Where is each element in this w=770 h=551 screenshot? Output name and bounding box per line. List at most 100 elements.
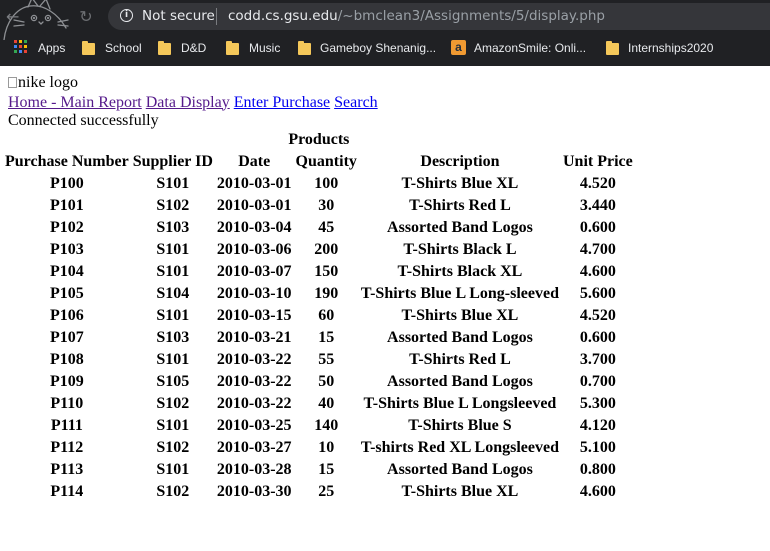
table-cell: 0.700: [579, 372, 616, 390]
table-cell: 2010-03-21: [216, 328, 292, 346]
table-cell: S101: [156, 240, 190, 258]
table-cell: T-Shirts Blue L Long-sleeved: [360, 284, 559, 302]
table-cell: S101: [156, 350, 190, 368]
table-cell: 2010-03-01: [216, 174, 292, 192]
table-row: P104 S101 2010-03-07 150 T-Shirts Black XL 4.…: [4, 262, 634, 282]
table-row: P111 S101 2010-03-25 140 T-Shirts Blue S 4.12…: [4, 416, 634, 436]
table-cell: 0.600: [579, 218, 616, 236]
table-cell: S104: [156, 284, 190, 302]
table-cell: 10: [318, 438, 335, 456]
table-cell: Assorted Band Logos: [387, 218, 533, 236]
column-header: Supplier ID: [132, 152, 213, 170]
table-cell: P107: [49, 328, 84, 346]
bookmarks-bar: Apps School D&D Music Gameboy Shenanig..…: [0, 36, 770, 62]
table-cell: P113: [50, 460, 84, 478]
table-cell: 2010-03-04: [216, 218, 292, 236]
table-row: P113 S101 2010-03-28 15 Assorted Band Logos 0…: [4, 460, 634, 480]
table-cell: S102: [156, 394, 190, 412]
table-cell: S103: [156, 218, 190, 236]
table-cell: Assorted Band Logos: [387, 372, 533, 390]
bookmark-school[interactable]: School: [82, 36, 146, 60]
table-cell: 55: [318, 350, 335, 368]
bookmark-label: Gameboy Shenanig...: [320, 41, 437, 55]
security-status[interactable]: Not secure: [142, 8, 215, 24]
table-cell: P105: [49, 284, 84, 302]
table-cell: T-Shirts Blue XL: [401, 482, 519, 500]
table-row: P101 S102 2010-03-01 30 T-Shirts Red L 3.440: [4, 196, 634, 216]
column-header: Unit Price: [563, 152, 633, 170]
apps-grid-icon: [14, 40, 28, 54]
table-cell: P112: [50, 438, 84, 456]
table-cell: P104: [49, 262, 84, 280]
bookmark-gameboy[interactable]: Gameboy Shenanig...: [298, 36, 438, 60]
table-row: P103 S101 2010-03-06 200 T-Shirts Black L 4.7…: [4, 240, 634, 260]
table-cell: 2010-03-06: [216, 240, 292, 258]
table-row: P109 S105 2010-03-22 50 Assorted Band Logos 0…: [4, 372, 634, 392]
table-cell: T-shirts Red XL Longsleeved: [360, 438, 559, 456]
broken-image-icon: [8, 76, 17, 88]
table-cell: 4.520: [579, 174, 616, 192]
bookmark-apps[interactable]: Apps: [14, 36, 70, 60]
table-cell: 4.600: [579, 482, 616, 500]
table-cell: 2010-03-01: [216, 196, 292, 214]
bookmark-label: Music: [249, 41, 281, 55]
url-text[interactable]: codd.cs.gsu.edu/~bmclean3/Assignments/5/…: [228, 7, 605, 25]
table-cell: 2010-03-22: [216, 372, 292, 390]
table-cell: Assorted Band Logos: [387, 328, 533, 346]
bookmark-music[interactable]: Music: [226, 36, 286, 60]
table-cell: 3.440: [579, 196, 616, 214]
link-enter-purchase[interactable]: Enter Purchase: [233, 93, 331, 111]
link-search[interactable]: Search: [334, 93, 378, 111]
table-cell: 50: [318, 372, 335, 390]
table-row: P100 S101 2010-03-01 100 T-Shirts Blue XL 4.5…: [4, 174, 634, 194]
table-cell: P103: [49, 240, 84, 258]
table-cell: T-Shirts Red L: [409, 196, 511, 214]
url-path: /~bmclean3/Assignments/5/display.php: [337, 8, 605, 24]
reload-icon[interactable]: ↻: [79, 7, 93, 26]
table-cell: 15: [318, 328, 335, 346]
table-row: P114 S102 2010-03-30 25 T-Shirts Blue XL 4.60…: [4, 482, 634, 502]
link-home-main-report[interactable]: Home - Main Report: [8, 93, 142, 111]
table-cell: 140: [314, 416, 339, 434]
table-cell: P114: [50, 482, 84, 500]
table-cell: S101: [156, 416, 190, 434]
table-cell: T-Shirts Red L: [409, 350, 511, 368]
table-cell: S102: [156, 482, 190, 500]
link-data-display[interactable]: Data Display: [145, 93, 230, 111]
bookmark-internships2020[interactable]: Internships2020: [606, 36, 718, 60]
folder-icon: [226, 41, 240, 55]
table-cell: 2010-03-27: [216, 438, 292, 456]
info-icon[interactable]: i: [120, 9, 133, 22]
table-cell: P100: [49, 174, 84, 192]
table-cell: 2010-03-15: [216, 306, 292, 324]
bookmark-amazonsmile[interactable]: a AmazonSmile: Onli...: [451, 36, 595, 60]
table-cell: 60: [318, 306, 335, 324]
back-arrow-icon[interactable]: ←: [6, 7, 20, 26]
table-cell: 4.520: [579, 306, 616, 324]
table-cell: 4.120: [579, 416, 616, 434]
table-cell: 100: [314, 174, 339, 192]
page-content: nike logo Home - Main Report Data Displa…: [5, 74, 770, 504]
bookmark-dnd[interactable]: D&D: [158, 36, 214, 60]
table-cell: S102: [156, 196, 190, 214]
table-cell: S101: [156, 262, 190, 280]
table-cell: T-Shirts Black L: [403, 240, 517, 258]
table-cell: 150: [314, 262, 339, 280]
table-row: P105 S104 2010-03-10 190 T-Shirts Blue L Lon…: [4, 284, 634, 304]
folder-icon: [82, 41, 96, 55]
totoro-mascot-icon: [3, 0, 69, 40]
table-cell: S105: [156, 372, 190, 390]
table-cell: 2010-03-22: [216, 394, 292, 412]
connection-status: Connected successfully: [8, 111, 159, 129]
column-header: Purchase Number: [5, 152, 129, 170]
table-cell: P102: [49, 218, 84, 236]
table-cell: 30: [318, 196, 335, 214]
table-cell: 4.700: [579, 240, 616, 258]
address-bar[interactable]: i Not secure codd.cs.gsu.edu/~bmclean3/A…: [108, 3, 770, 30]
table-cell: 40: [318, 394, 335, 412]
table-row: P110 S102 2010-03-22 40 T-Shirts Blue L Long…: [4, 394, 634, 414]
table-cell: S103: [156, 328, 190, 346]
table-row: P106 S101 2010-03-15 60 T-Shirts Blue XL 4.52…: [4, 306, 634, 326]
table-cell: T-Shirts Black XL: [397, 262, 523, 280]
table-cell: 45: [318, 218, 335, 236]
